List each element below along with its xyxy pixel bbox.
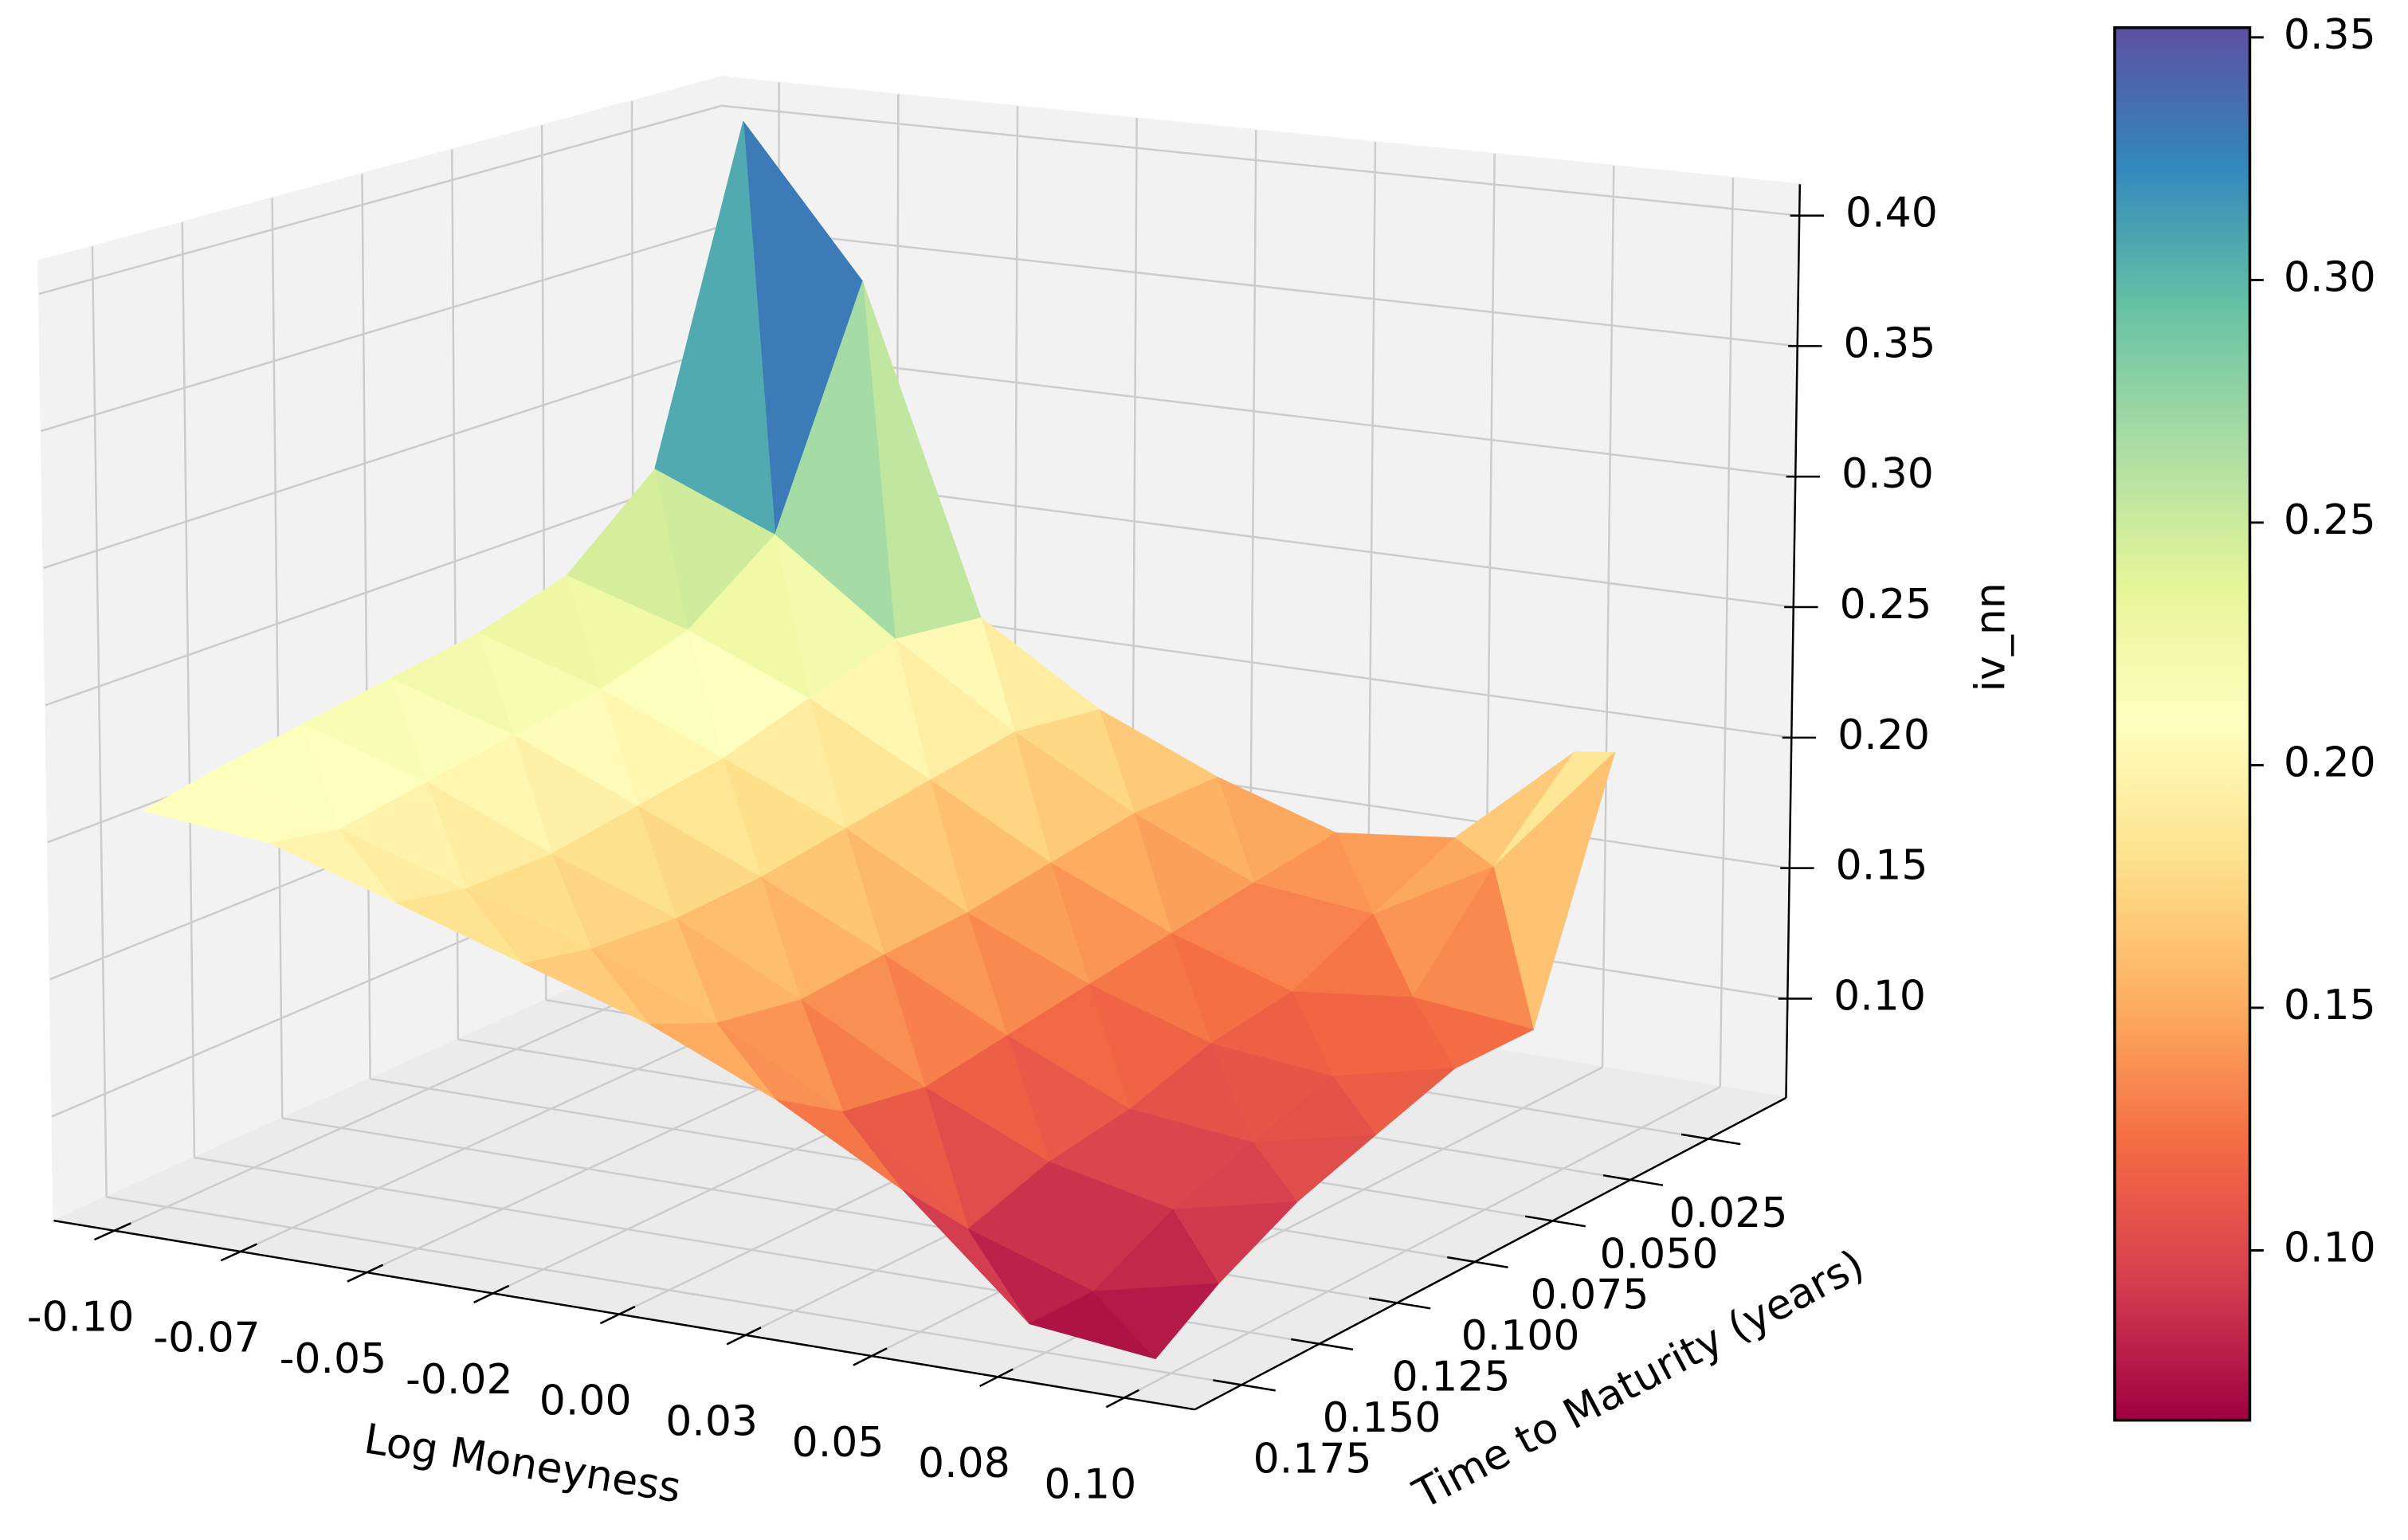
z-axis-label: iv_nn	[1967, 582, 2015, 692]
grid-line	[361, 174, 371, 1080]
x-tick	[220, 1243, 257, 1262]
grid-line	[42, 346, 723, 570]
y-tick-label: 0.075	[1531, 1272, 1649, 1319]
y-tick-label: 0.125	[1392, 1354, 1511, 1401]
z-tick-label: 0.35	[1844, 319, 1936, 367]
grid-line	[38, 104, 723, 296]
z-tick-label: 0.15	[1836, 842, 1928, 890]
x-tick	[93, 1222, 131, 1241]
x-tick	[978, 1368, 1014, 1388]
x-tick-label: -0.05	[280, 1335, 387, 1383]
grid-line	[721, 225, 1798, 347]
grid-line	[181, 221, 196, 1158]
y-tick-label: 0.150	[1323, 1394, 1441, 1442]
surface-face	[1092, 1283, 1219, 1359]
axis-line	[1785, 184, 1802, 1098]
y-tick-label: 0.100	[1461, 1312, 1580, 1360]
z-tick-label: 0.40	[1845, 190, 1938, 237]
x-tick	[853, 1347, 888, 1366]
colorbar-tick-label: 0.30	[2284, 253, 2376, 301]
colorbar-tick-label: 0.35	[2284, 11, 2376, 59]
y-tick-label: 0.025	[1669, 1189, 1788, 1237]
x-tick-label: 0.10	[1044, 1460, 1136, 1508]
x-tick-label: 0.05	[792, 1419, 884, 1467]
grid-line	[1124, 1086, 1721, 1399]
grid-line	[1601, 165, 1615, 1068]
x-tick	[473, 1284, 510, 1303]
colorbar-tick-label: 0.10	[2284, 1225, 2376, 1272]
x-tick-label: 0.00	[539, 1377, 632, 1424]
grid-line	[1719, 177, 1735, 1087]
colorbar-scale	[2113, 25, 2252, 1422]
grid-line	[271, 198, 284, 1119]
x-tick-label: -0.02	[406, 1356, 513, 1404]
grid-line	[106, 1196, 1242, 1386]
z-tick-label: 0.10	[1833, 972, 1926, 1020]
x-tick-label: -0.10	[27, 1294, 135, 1342]
x-tick	[599, 1305, 636, 1325]
y-tick	[1369, 1297, 1431, 1310]
z-tick-label: 0.20	[1837, 711, 1930, 759]
colorbar-tick-label: 0.20	[2284, 739, 2376, 786]
x-tick-label: -0.07	[153, 1315, 261, 1362]
x-tick	[347, 1264, 384, 1283]
y-tick	[1213, 1379, 1276, 1392]
x-tick-label: 0.08	[918, 1440, 1010, 1487]
y-tick	[1602, 1174, 1664, 1186]
grid-line	[41, 225, 723, 433]
y-tick	[1447, 1256, 1508, 1268]
colorbar: 0.10 0.15 0.20 0.25 0.30 0.35	[2113, 11, 2376, 1422]
axis-line	[1194, 1096, 1787, 1411]
z-tick-label: 0.30	[1841, 450, 1934, 498]
y-tick	[1291, 1338, 1354, 1351]
surface	[143, 120, 1616, 1359]
colorbar-tick-label: 0.15	[2284, 982, 2376, 1029]
x-tick-label: 0.03	[665, 1398, 758, 1446]
x-tick	[726, 1326, 762, 1346]
x-tick	[1105, 1389, 1140, 1409]
axis-line	[53, 1219, 1195, 1411]
y-tick-label: 0.050	[1600, 1230, 1719, 1278]
grid-line	[91, 246, 108, 1197]
x-axis-label: Log Moneyness	[361, 1416, 684, 1513]
axes: -0.10 -0.07 -0.05 -0.02 0.00 0.03 0.05 0.08 0.10…	[27, 184, 1938, 1508]
y-tick	[1681, 1133, 1741, 1146]
z-tick-label: 0.25	[1840, 581, 1932, 629]
grid-line	[45, 466, 723, 707]
grid-line	[721, 104, 1800, 217]
y-tick-label: 0.175	[1253, 1436, 1372, 1483]
grid-line	[721, 346, 1796, 478]
colorbar-tick-label: 0.25	[2284, 496, 2376, 544]
y-tick	[1525, 1215, 1586, 1228]
